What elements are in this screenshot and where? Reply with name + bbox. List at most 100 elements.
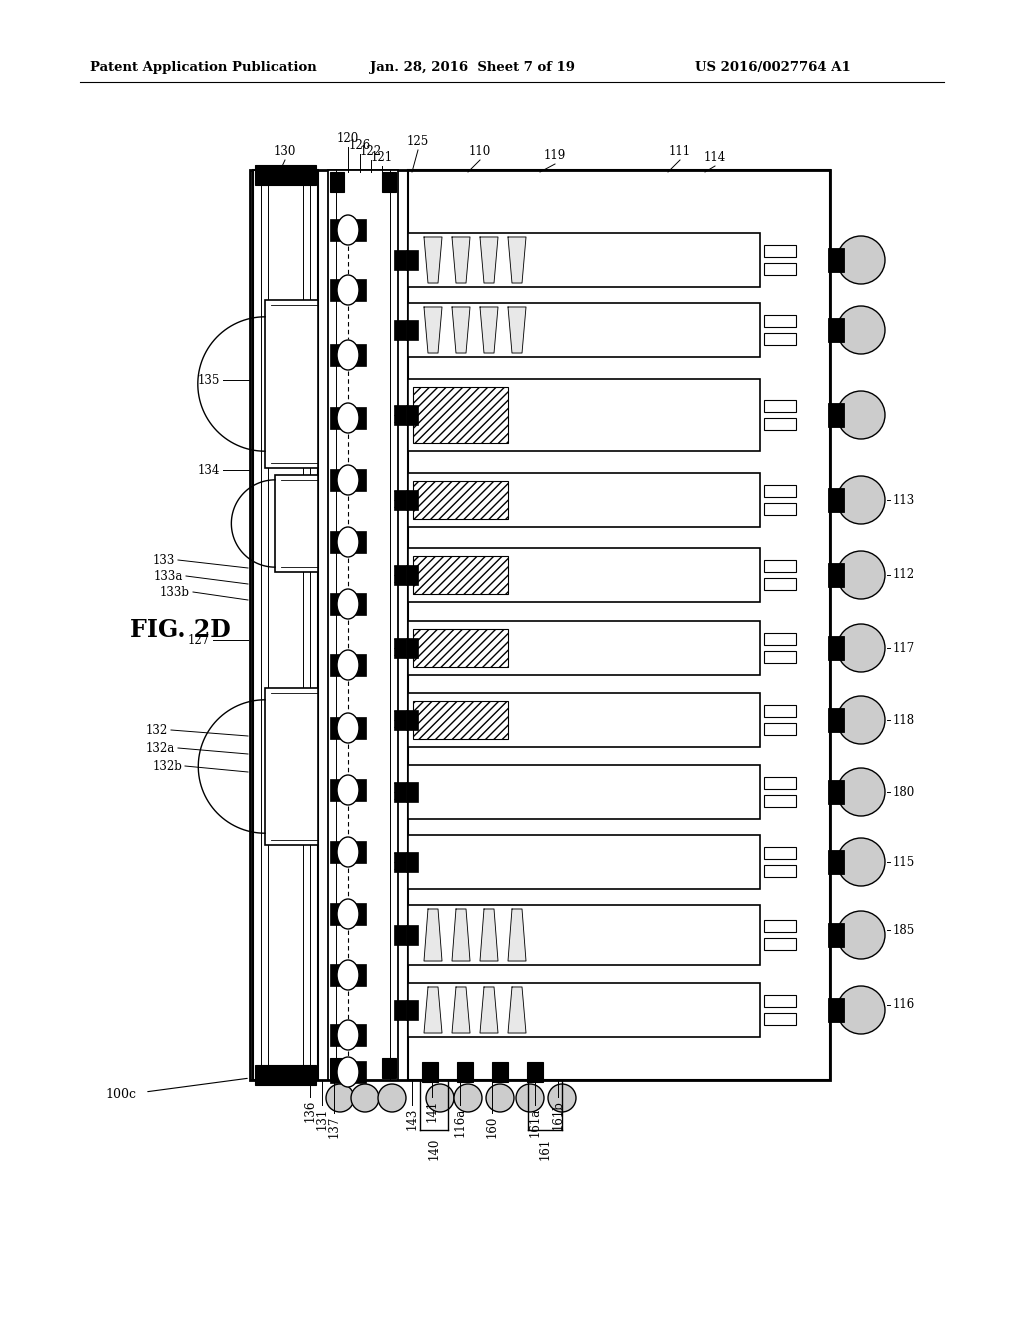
Bar [828, 318, 844, 342]
Text: 127: 127 [187, 634, 210, 647]
Bar [406, 490, 418, 510]
Bar [408, 170, 830, 1080]
Text: 126: 126 [349, 139, 371, 152]
Bar [330, 345, 346, 366]
Bar [406, 710, 418, 730]
Text: 112: 112 [893, 569, 915, 582]
Bar [828, 488, 844, 512]
Bar [413, 701, 508, 739]
Bar [350, 903, 366, 925]
Text: Jan. 28, 2016  Sheet 7 of 19: Jan. 28, 2016 Sheet 7 of 19 [370, 62, 575, 74]
Bar [764, 400, 796, 412]
Polygon shape [480, 238, 498, 282]
Text: 141: 141 [426, 1100, 438, 1122]
Text: 185: 185 [893, 924, 915, 936]
Ellipse shape [337, 589, 359, 619]
Ellipse shape [337, 1020, 359, 1049]
Bar [764, 651, 796, 663]
Bar [408, 379, 760, 451]
Bar [406, 1001, 418, 1020]
Bar [350, 219, 366, 242]
Bar [394, 405, 406, 425]
Bar [275, 475, 318, 572]
Bar [764, 484, 796, 498]
Ellipse shape [337, 649, 359, 680]
Bar [394, 851, 406, 873]
Bar [828, 850, 844, 874]
Bar [382, 1059, 396, 1078]
Bar [330, 841, 346, 863]
Bar [394, 565, 406, 585]
Bar [764, 865, 796, 876]
Bar [350, 717, 366, 739]
Text: 136: 136 [303, 1100, 316, 1122]
Bar [406, 565, 418, 585]
Ellipse shape [337, 837, 359, 867]
Bar [394, 1001, 406, 1020]
Bar [764, 246, 796, 257]
Ellipse shape [337, 899, 359, 929]
Bar [764, 1012, 796, 1026]
Ellipse shape [337, 215, 359, 246]
Text: 113: 113 [893, 494, 915, 507]
Text: FIG. 2D: FIG. 2D [130, 618, 230, 642]
Bar [330, 653, 346, 676]
Circle shape [837, 696, 885, 744]
Bar [350, 345, 366, 366]
Ellipse shape [337, 275, 359, 305]
Bar [764, 795, 796, 807]
Bar [764, 634, 796, 645]
Bar [330, 964, 346, 986]
Polygon shape [508, 987, 526, 1034]
Bar [330, 469, 346, 491]
Circle shape [516, 1084, 544, 1111]
Polygon shape [424, 987, 442, 1034]
Polygon shape [480, 987, 498, 1034]
Text: 160: 160 [485, 1115, 499, 1138]
Polygon shape [424, 238, 442, 282]
Circle shape [326, 1084, 354, 1111]
Bar [406, 249, 418, 271]
Text: 118: 118 [893, 714, 915, 726]
Circle shape [837, 768, 885, 816]
Bar [265, 300, 318, 469]
Circle shape [454, 1084, 482, 1111]
Bar [330, 903, 346, 925]
Bar [828, 564, 844, 587]
Text: US 2016/0027764 A1: US 2016/0027764 A1 [695, 62, 851, 74]
Text: 121: 121 [371, 150, 393, 164]
Circle shape [837, 550, 885, 599]
Bar [328, 170, 398, 1080]
Text: 161a: 161a [528, 1107, 542, 1138]
Bar [764, 995, 796, 1007]
Text: 133: 133 [153, 553, 175, 566]
Bar [408, 983, 760, 1038]
Bar [330, 1059, 344, 1078]
Text: 116a: 116a [454, 1107, 467, 1138]
Bar [350, 841, 366, 863]
Bar [394, 925, 406, 945]
Bar [408, 620, 760, 675]
Bar [350, 653, 366, 676]
Bar [350, 593, 366, 615]
Bar [828, 248, 844, 272]
Bar [764, 263, 796, 275]
Bar [764, 705, 796, 717]
Circle shape [837, 911, 885, 960]
Text: 161: 161 [539, 1138, 552, 1160]
Text: 119: 119 [544, 149, 566, 162]
Ellipse shape [337, 713, 359, 743]
Bar [330, 531, 346, 553]
Text: 132b: 132b [153, 759, 182, 772]
Bar [764, 315, 796, 327]
Circle shape [486, 1084, 514, 1111]
Bar [394, 638, 406, 657]
Circle shape [351, 1084, 379, 1111]
Bar [408, 836, 760, 888]
Polygon shape [452, 238, 470, 282]
Bar [350, 469, 366, 491]
Bar [330, 219, 346, 242]
Bar [527, 1063, 543, 1082]
Bar [406, 405, 418, 425]
Bar [413, 480, 508, 519]
